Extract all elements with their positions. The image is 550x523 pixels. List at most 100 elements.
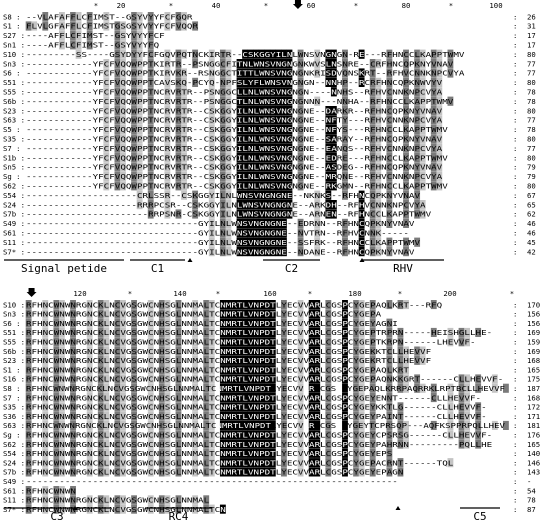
separator-colon: :: [513, 229, 517, 238]
residue-shade: [164, 96, 171, 106]
residue-shade: [258, 124, 265, 134]
sequence-residues: -------------------------------GYILNLWNS…: [26, 238, 421, 247]
residue-shade: [375, 77, 382, 87]
residue-shade: [342, 115, 348, 125]
sequence-name: S49 :: [3, 219, 25, 228]
residue-shade: [164, 59, 171, 69]
separator-colon: :: [513, 210, 517, 219]
residue-shade: [103, 143, 110, 153]
residue-shade: [236, 68, 243, 78]
residue-shade: [314, 228, 321, 238]
residue-shade: [430, 87, 437, 97]
sequence-end-position: 26: [527, 12, 536, 21]
ruler-tick: *: [169, 1, 173, 10]
residue-shade: [247, 115, 254, 125]
residue-shade: [342, 143, 348, 153]
residue-shade: [236, 115, 243, 125]
sequence-row: S11 : -------------------------------GYIL…: [3, 237, 536, 247]
residue-shade: [269, 124, 276, 134]
residue-shade: [369, 96, 376, 106]
residue-shade: [253, 59, 260, 69]
separator-colon: :: [513, 356, 517, 365]
residue-shade: [225, 106, 232, 116]
residue-shade: [164, 115, 171, 125]
residue-shade: [330, 209, 337, 219]
residue-shade: [325, 124, 332, 134]
residue-shade: [275, 59, 282, 69]
residue-shade: [342, 153, 348, 163]
sequence-row: S7 : ------------YFCFVQQWPPTNCRVRTR--CSKG…: [3, 143, 536, 153]
residue-shade: [208, 96, 215, 106]
sequence-row: S6b : ------------YFCFVQQWPPTNCRVRTR--PSN…: [3, 96, 536, 106]
residue-shade: [419, 106, 426, 116]
residue-shade: [114, 115, 121, 125]
residue-shade: [219, 143, 226, 153]
residue-shade: [330, 87, 337, 97]
residue-shade: [208, 153, 215, 163]
residue-shade: [358, 218, 365, 228]
separator-colon: :: [513, 125, 517, 134]
residue-shade: [208, 171, 215, 181]
residue-shade: [414, 115, 421, 125]
residue-shade: [375, 200, 382, 210]
residue-shade: [236, 237, 243, 247]
residue-shade: [403, 143, 409, 153]
region-label: C1: [151, 262, 164, 275]
ruler-tick: *: [308, 289, 312, 298]
sequence-residues: ----------------------RRPSNR-CSKGGYILNLW…: [26, 210, 432, 219]
residue-shade: [247, 49, 254, 59]
residue-shade: [136, 106, 143, 116]
residue-shade: [264, 124, 271, 134]
residue-shade: [264, 181, 271, 191]
residue-shade: [325, 49, 332, 59]
residue-shade: [330, 106, 337, 116]
residue-shade: [275, 106, 282, 116]
sequence-residues: ----AFFLCFIMST--GSYVYYFQ: [26, 41, 159, 50]
residue-shade: [103, 68, 110, 78]
residue-shade: [236, 228, 243, 238]
residue-shade: [136, 12, 143, 22]
residue-shade: [136, 68, 143, 78]
triangle-marker-icon: [187, 258, 193, 262]
residue-shade: [164, 209, 171, 219]
residue-shade: [281, 134, 287, 144]
residue-shade: [181, 181, 187, 191]
residue-shade: [147, 12, 154, 22]
sequence-name: S49 :: [3, 477, 25, 486]
sequence-end-position: 168: [527, 393, 540, 402]
sequence-name: S16 :: [3, 375, 25, 384]
residue-shade: [120, 87, 126, 97]
sequence-name: S61 :: [3, 229, 25, 238]
sequence-end-position: 175: [527, 375, 540, 384]
ruler-tick: *: [510, 289, 514, 298]
residue-shade: [286, 209, 293, 219]
residue-shade: [147, 59, 154, 69]
residue-shade: [225, 49, 232, 59]
sequence-residues: RFHNCWNWNRGNCKLNCVGSGWCNHSGLNNMAL: [26, 496, 210, 505]
sequence-end-position: 79: [527, 163, 536, 172]
separator-colon: :: [513, 412, 517, 421]
residue-shade: [242, 96, 248, 106]
separator-colon: :: [513, 22, 517, 31]
sequence-name: Sg :: [3, 172, 21, 181]
residue-shade: [103, 162, 110, 172]
residue-shade: [236, 106, 243, 116]
residue-shade: [430, 171, 437, 181]
sequence-end-position: 172: [527, 403, 540, 412]
sequence-name: S7 :: [3, 144, 21, 153]
residue-shade: [275, 68, 282, 78]
residue-shade: [103, 87, 110, 97]
residue-shade: [253, 162, 260, 172]
residue-shade: [103, 153, 110, 163]
residue-shade: [281, 228, 287, 238]
sequence-end-position: 67: [527, 191, 536, 200]
residue-shade: [430, 153, 437, 163]
residue-shade: [70, 30, 76, 40]
residue-shade: [430, 49, 437, 59]
sequence-name: S10 :: [3, 300, 25, 309]
residue-shade: [286, 68, 293, 78]
residue-shade: [414, 68, 421, 78]
sequence-row: Sn1 : ----AFFLCFIMST--GSYVYYFQ: 17: [3, 40, 536, 50]
residue-shade: [114, 124, 121, 134]
sequence-name: S61 :: [3, 486, 25, 495]
